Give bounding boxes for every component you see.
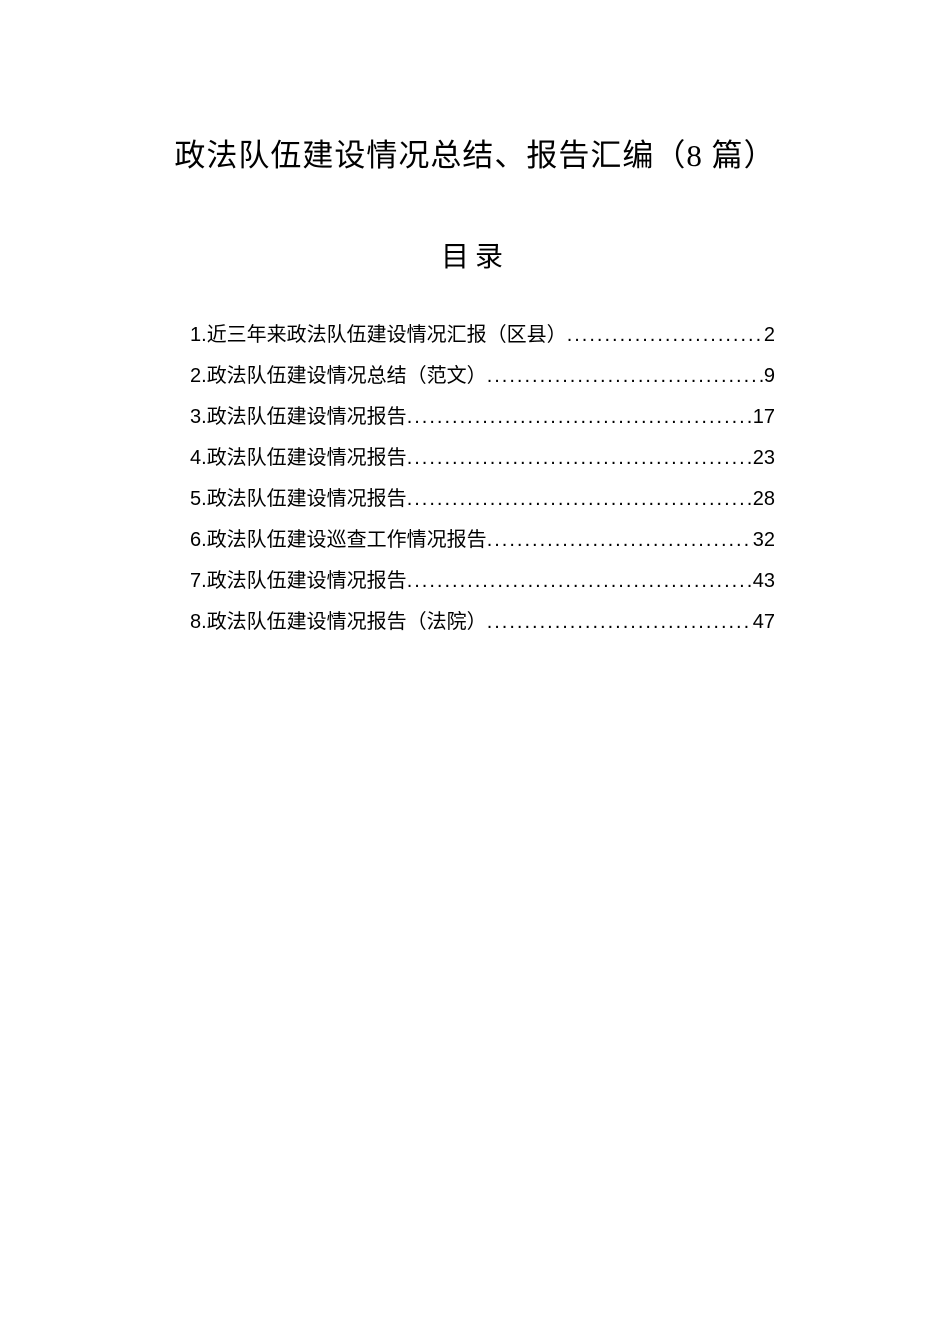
toc-entry-page: 28 — [753, 479, 775, 520]
toc-leader — [487, 356, 764, 397]
toc-entry-num: 2. — [190, 356, 207, 397]
toc-leader — [487, 602, 753, 643]
toc-entry-page: 32 — [753, 520, 775, 561]
document-title: 政法队伍建设情况总结、报告汇编（8 篇） — [115, 130, 835, 175]
toc-entry-label: 政法队伍建设情况总结（范文） — [207, 356, 487, 397]
toc-entry: 5. 政法队伍建设情况报告 28 — [190, 479, 775, 520]
toc-entry: 4. 政法队伍建设情况报告 23 — [190, 438, 775, 479]
toc-leader — [407, 479, 753, 520]
toc-entry-page: 47 — [753, 602, 775, 643]
toc-entry: 6. 政法队伍建设巡查工作情况报告 32 — [190, 520, 775, 561]
toc-entry-num: 7. — [190, 561, 207, 602]
toc-heading: 目录 — [115, 235, 835, 275]
toc-leader — [567, 315, 764, 356]
toc-entry-page: 2 — [764, 315, 775, 356]
toc-entry-label: 政法队伍建设情况报告 — [207, 479, 407, 520]
toc-entry-label: 政法队伍建设情况报告（法院） — [207, 602, 487, 643]
toc-entry-num: 4. — [190, 438, 207, 479]
toc-entry-num: 8. — [190, 602, 207, 643]
toc-entry-page: 9 — [764, 356, 775, 397]
toc-entry: 8. 政法队伍建设情况报告（法院） 47 — [190, 602, 775, 643]
toc-entry-num: 6. — [190, 520, 207, 561]
toc-entry-label: 政法队伍建设巡查工作情况报告 — [207, 520, 487, 561]
toc-leader — [407, 561, 753, 602]
toc-leader — [407, 438, 753, 479]
toc-entry: 3. 政法队伍建设情况报告 17 — [190, 397, 775, 438]
toc-list: 1. 近三年来政法队伍建设情况汇报（区县） 2 2. 政法队伍建设情况总结（范文… — [115, 315, 835, 643]
toc-entry-label: 政法队伍建设情况报告 — [207, 397, 407, 438]
toc-leader — [407, 397, 753, 438]
toc-entry-num: 5. — [190, 479, 207, 520]
toc-entry-page: 43 — [753, 561, 775, 602]
toc-entry-page: 17 — [753, 397, 775, 438]
toc-entry-label: 政法队伍建设情况报告 — [207, 438, 407, 479]
toc-entry: 1. 近三年来政法队伍建设情况汇报（区县） 2 — [190, 315, 775, 356]
toc-entry: 7. 政法队伍建设情况报告 43 — [190, 561, 775, 602]
toc-entry: 2. 政法队伍建设情况总结（范文） 9 — [190, 356, 775, 397]
toc-entry-label: 政法队伍建设情况报告 — [207, 561, 407, 602]
toc-entry-page: 23 — [753, 438, 775, 479]
toc-entry-num: 1. — [190, 315, 207, 356]
document-page: 政法队伍建设情况总结、报告汇编（8 篇） 目录 1. 近三年来政法队伍建设情况汇… — [0, 0, 950, 643]
toc-leader — [487, 520, 753, 561]
toc-entry-label: 近三年来政法队伍建设情况汇报（区县） — [207, 315, 567, 356]
toc-entry-num: 3. — [190, 397, 207, 438]
